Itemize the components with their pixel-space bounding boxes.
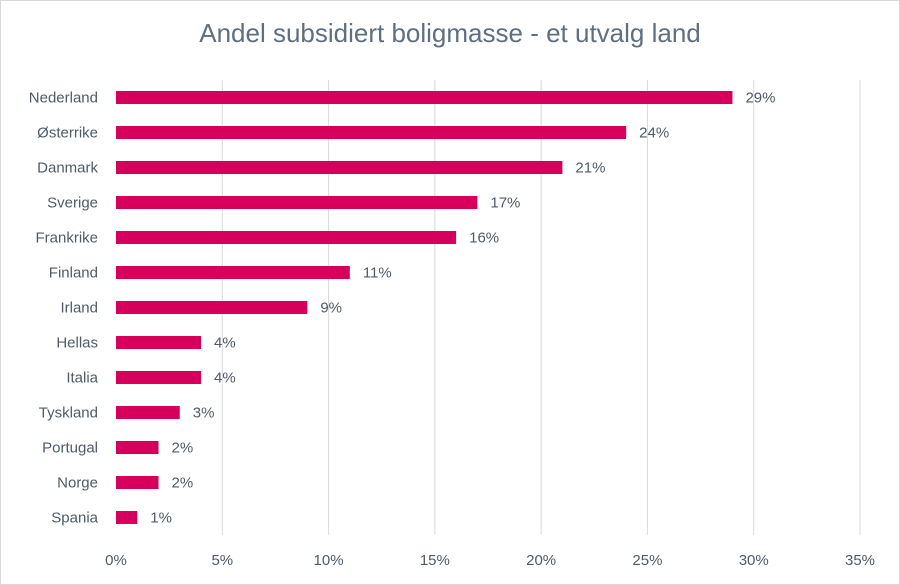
category-label: Finland [49, 265, 98, 282]
value-label: 29% [745, 90, 775, 107]
category-label: Tyskland [39, 405, 98, 422]
category-label: Spania [51, 510, 98, 527]
bar [116, 336, 202, 349]
value-label: 2% [172, 440, 194, 457]
bars [116, 91, 733, 524]
category-label: Norge [57, 475, 98, 492]
x-tick-label: 25% [632, 552, 662, 569]
bar [116, 301, 308, 314]
value-label: 4% [214, 370, 236, 387]
value-label: 17% [490, 195, 520, 212]
category-label: Østerrike [37, 125, 98, 142]
category-label: Hellas [56, 335, 98, 352]
value-label: 11% [363, 265, 392, 282]
category-label: Italia [66, 370, 98, 387]
x-tick-label: 20% [526, 552, 556, 569]
bar [116, 441, 159, 454]
value-label: 16% [469, 230, 499, 247]
value-label: 3% [193, 405, 215, 422]
value-label: 4% [214, 335, 236, 352]
bar [116, 476, 159, 489]
bar [116, 126, 627, 139]
value-labels: 29% 24% 21% 17% 16% 11% 9% 4% 4% 3% 2% 2% 1% [150, 90, 775, 527]
x-tick-label: 30% [739, 552, 769, 569]
value-label: 9% [320, 300, 342, 317]
x-tick-label: 10% [314, 552, 344, 569]
gridlines [221, 80, 861, 535]
x-tick-label: 15% [420, 552, 450, 569]
category-label: Irland [60, 300, 98, 317]
category-label: Nederland [29, 90, 98, 107]
bar [116, 266, 350, 279]
bar [116, 196, 478, 209]
value-label: 1% [150, 510, 172, 527]
bar [116, 231, 457, 244]
bar [116, 91, 733, 104]
category-labels: Nederland Østerrike Danmark Sverige Frankrik… [29, 90, 99, 527]
category-label: Sverige [47, 195, 98, 212]
x-tick-label: 5% [211, 552, 233, 569]
chart-title: Andel subsidiert boligmasse - et utvalg … [199, 18, 701, 48]
bar [116, 406, 180, 419]
x-tick-labels: 0% 5% 10% 15% 20% 25% 30% 35% [105, 552, 875, 569]
category-label: Danmark [37, 160, 98, 177]
category-label: Frankrike [35, 230, 98, 247]
bar [116, 371, 202, 384]
bar [116, 161, 563, 174]
x-tick-label: 0% [105, 552, 127, 569]
bar [116, 511, 138, 524]
category-label: Portugal [42, 440, 98, 457]
value-label: 2% [172, 475, 194, 492]
x-tick-label: 35% [845, 552, 875, 569]
value-label: 24% [639, 125, 669, 142]
value-label: 21% [575, 160, 605, 177]
